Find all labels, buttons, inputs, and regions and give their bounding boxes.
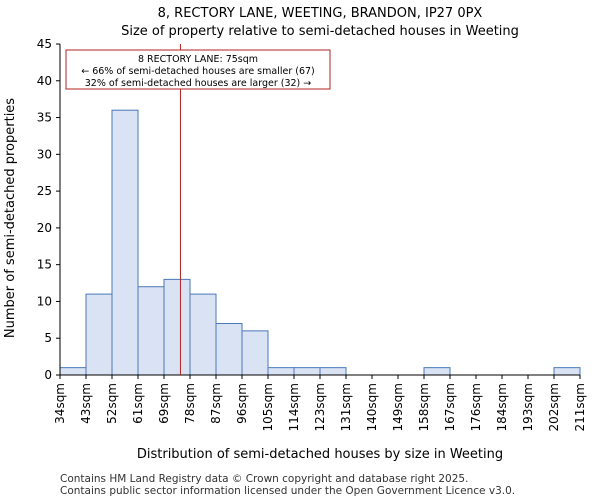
y-tick-label-40: 40 <box>37 74 52 88</box>
x-tick-label-105sqm: 105sqm <box>261 383 275 431</box>
x-tick-label-167sqm: 167sqm <box>443 383 457 431</box>
footer-copyright: Contains HM Land Registry data © Crown c… <box>60 473 469 485</box>
bar-114sqm <box>293 367 321 376</box>
x-tick-label-149sqm: 149sqm <box>391 383 405 431</box>
y-tick-label-20: 20 <box>37 221 52 235</box>
annotation-line-1: 8 RECTORY LANE: 75sqm <box>138 54 258 65</box>
y-tick-label-25: 25 <box>37 184 52 198</box>
footer-licence: Contains public sector information licen… <box>60 485 516 497</box>
bar-123sqm <box>319 367 347 376</box>
x-tick-label-158sqm: 158sqm <box>417 383 431 431</box>
x-tick-label-87sqm: 87sqm <box>209 383 223 424</box>
x-tick-label-184sqm: 184sqm <box>495 383 509 431</box>
bar-43sqm <box>85 293 113 376</box>
y-tick-label-0: 0 <box>44 368 52 382</box>
annotation-line-3: 32% of semi-detached houses are larger (… <box>85 78 312 89</box>
y-tick-label-5: 5 <box>44 331 52 345</box>
bar-69sqm <box>163 278 191 376</box>
bar-34sqm <box>59 367 87 376</box>
bar-61sqm <box>137 286 165 376</box>
plot-area: 0 5 10 15 20 25 30 35 40 45 34sqm 43sqm 52sqm 61sqm 69… <box>37 37 587 431</box>
chart-title: 8, RECTORY LANE, WEETING, BRANDON, IP27 … <box>158 6 483 21</box>
bar-158sqm <box>423 367 451 376</box>
y-tick-label-30: 30 <box>37 147 52 161</box>
x-tick-label-34sqm: 34sqm <box>53 383 67 424</box>
y-tick-label-15: 15 <box>37 258 52 272</box>
annotation-box <box>65 49 331 90</box>
x-tick-label-52sqm: 52sqm <box>105 383 119 424</box>
chart-subtitle: Size of property relative to semi-detach… <box>121 24 519 39</box>
bar-105sqm <box>267 367 295 376</box>
x-tick-label-96sqm: 96sqm <box>235 383 249 424</box>
x-tick-label-176sqm: 176sqm <box>469 383 483 431</box>
y-tick-label-35: 35 <box>37 111 52 125</box>
x-tick-label-140sqm: 140sqm <box>365 383 379 431</box>
bar-78sqm <box>189 293 217 376</box>
x-tick-label-114sqm: 114sqm <box>287 383 301 431</box>
x-tick-label-61sqm: 61sqm <box>131 383 145 424</box>
x-tick-label-211sqm: 211sqm <box>573 383 587 431</box>
histogram-chart: 8, RECTORY LANE, WEETING, BRANDON, IP27 … <box>3 6 587 462</box>
x-tick-label-43sqm: 43sqm <box>79 383 93 424</box>
x-tick-label-123sqm: 123sqm <box>313 383 327 431</box>
y-tick-label-45: 45 <box>37 37 52 51</box>
annotation-line-2: ← 66% of semi-detached houses are smalle… <box>81 66 315 77</box>
bar-96sqm <box>241 330 269 376</box>
bar-52sqm <box>111 109 139 376</box>
x-tick-label-131sqm: 131sqm <box>339 383 353 431</box>
x-tick-label-193sqm: 193sqm <box>521 383 535 431</box>
x-tick-label-202sqm: 202sqm <box>547 383 561 431</box>
bar-87sqm <box>215 323 243 376</box>
y-axis-label: Number of semi-detached properties <box>3 98 18 338</box>
y-tick-label-10: 10 <box>37 294 52 308</box>
x-axis-label: Distribution of semi-detached houses by … <box>137 447 503 462</box>
bar-202sqm <box>553 367 581 376</box>
x-tick-label-78sqm: 78sqm <box>183 383 197 424</box>
x-tick-label-69sqm: 69sqm <box>157 383 171 424</box>
